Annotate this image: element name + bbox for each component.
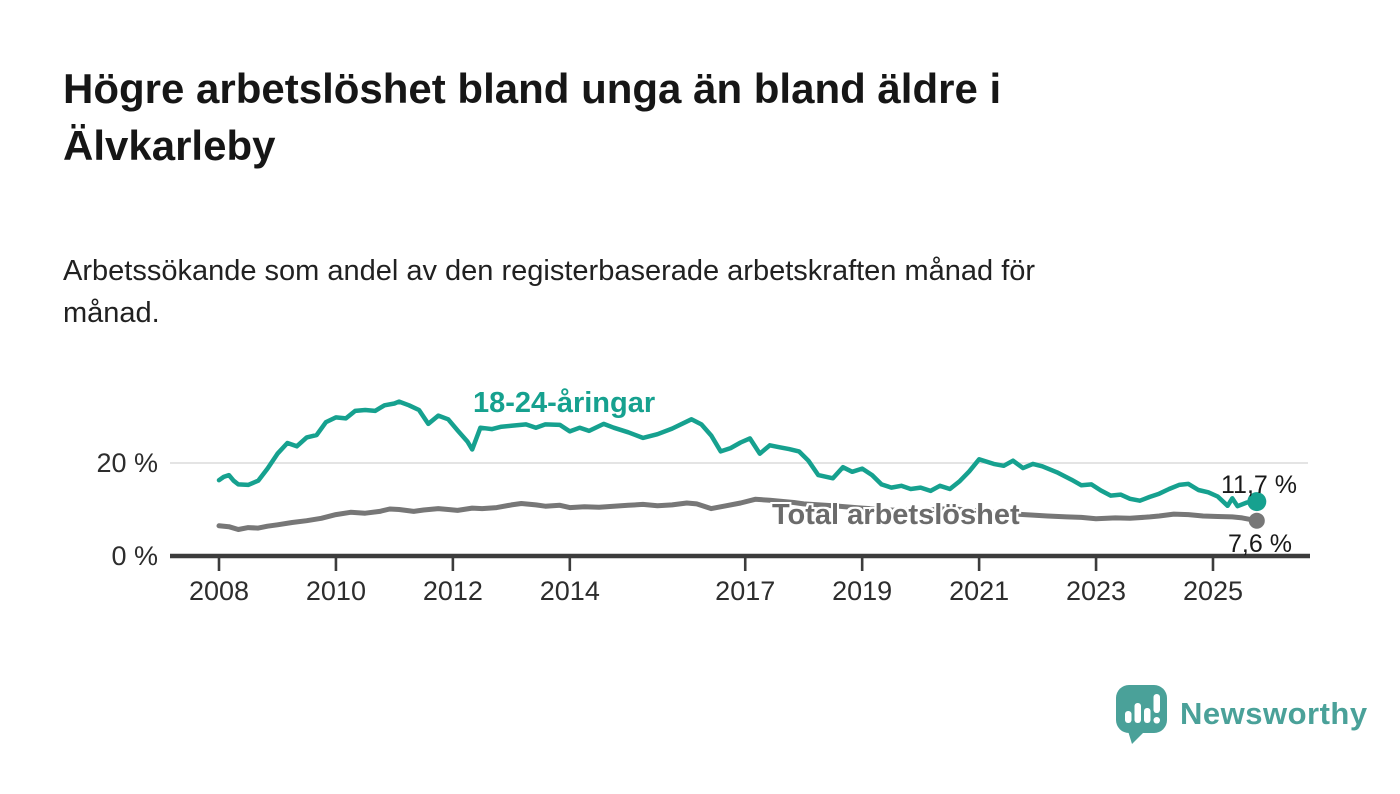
y-tick-label-20: 20 % (96, 448, 158, 478)
series-label-youth: 18-24-åringar (473, 387, 656, 419)
x-tick-label-2021: 2021 (949, 576, 1010, 606)
x-tick-label-2012: 2012 (422, 576, 483, 606)
y-axis-labels: 0 % 20 % (40, 0, 158, 794)
logo-wordmark: Newsworthy (1180, 696, 1368, 731)
newsworthy-logo: Newsworthy (1115, 682, 1368, 746)
y-tick-label-0: 0 % (111, 541, 158, 571)
speech-bubble-bar-chart-icon (1116, 685, 1167, 744)
page-title-line-2: Älvkarleby (63, 122, 276, 169)
x-tick-label-2019: 2019 (832, 576, 893, 606)
series-label-total: Total arbetslöshet (772, 499, 1020, 531)
chart-subtitle: Arbetssökande som andel av den registerb… (63, 250, 1293, 334)
end-value-label-total: 7,6 % (1228, 530, 1292, 558)
x-tick-label-2023: 2023 (1066, 576, 1127, 606)
page-title-line-1: Högre arbetslöshet bland unga än bland ä… (63, 65, 1002, 112)
end-value-label-youth: 11,7 % (1221, 471, 1297, 499)
series-line-total (216, 496, 1260, 532)
chart-subtitle-line-2: månad. (63, 297, 160, 329)
page-title: Högre arbetslöshet bland unga än bland ä… (63, 60, 1213, 174)
x-tick-label-2008: 2008 (188, 576, 250, 606)
x-tick-label-2010: 2010 (305, 576, 366, 606)
x-tick-label-2025: 2025 (1182, 576, 1244, 606)
x-tick-label-2017: 2017 (715, 576, 776, 606)
series-end-dot-youth (1247, 492, 1267, 512)
series-end-dot-total (1248, 512, 1265, 529)
x-tick-label-2014: 2014 (539, 576, 600, 606)
series-line-youth (216, 399, 1260, 509)
chart-subtitle-line-1: Arbetssökande som andel av den registerb… (63, 255, 1036, 287)
